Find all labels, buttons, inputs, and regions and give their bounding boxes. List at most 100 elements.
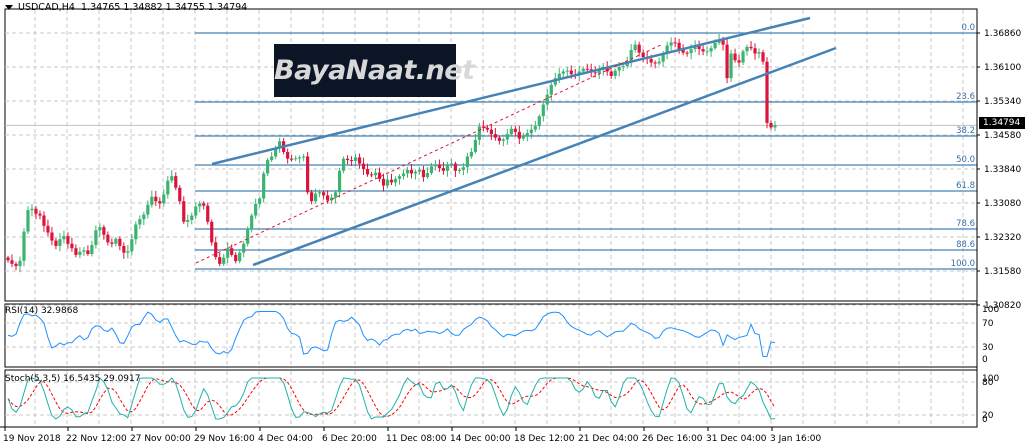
- candle-body: [409, 169, 414, 174]
- candle-body: [321, 192, 326, 196]
- stoch-axis-label: 100: [982, 374, 999, 384]
- candle-body: [485, 127, 489, 130]
- candle-body: [6, 257, 10, 261]
- candle-body: [557, 73, 561, 79]
- candle-body: [613, 70, 617, 76]
- candle-body: [429, 166, 434, 174]
- candle-body: [369, 174, 374, 176]
- candle-body: [749, 46, 753, 49]
- candle-body: [669, 42, 673, 46]
- candle-body: [377, 172, 382, 179]
- stoch-axis-label: 0: [982, 415, 988, 425]
- candle-body: [605, 67, 609, 72]
- candle-body: [549, 84, 553, 95]
- candle-body: [425, 173, 430, 178]
- candle-body: [745, 46, 749, 52]
- candle-body: [341, 158, 346, 171]
- candle-body: [102, 227, 106, 235]
- fib-trend-line[interactable]: [195, 43, 664, 264]
- candle-body: [665, 45, 669, 54]
- candle-body: [298, 157, 302, 159]
- candle-body: [421, 169, 426, 178]
- main-panel-frame: [4, 8, 978, 302]
- candle-body: [505, 134, 509, 140]
- candle-body: [373, 172, 378, 176]
- candle-body: [361, 163, 366, 169]
- rsi-axis-label: 100: [982, 305, 999, 315]
- candle-body: [222, 257, 226, 264]
- time-axis-label: 6 Dec 20:00: [322, 434, 377, 444]
- time-axis-label: 19 Nov 2018: [3, 434, 61, 444]
- candle-body: [30, 208, 34, 211]
- candle-body: [146, 204, 150, 215]
- candle-body: [753, 48, 757, 54]
- candle-body: [621, 66, 625, 68]
- candle-body: [74, 248, 78, 255]
- candle-body: [433, 164, 438, 167]
- candle-body: [733, 53, 737, 61]
- stoch-main-line: [7, 377, 776, 420]
- candle-body: [294, 158, 298, 160]
- candle-body: [66, 236, 70, 244]
- candle-body: [178, 187, 182, 202]
- fib-level-label: 88.6: [956, 240, 975, 250]
- candle-body: [38, 213, 42, 216]
- candle-body: [713, 42, 717, 49]
- candle-body: [226, 248, 230, 258]
- candle-body: [397, 176, 402, 179]
- stoch-axis-label: 20: [982, 411, 994, 421]
- candle-body: [565, 70, 569, 72]
- candle-body: [286, 152, 290, 159]
- candle-body: [62, 236, 66, 240]
- collapse-triangle-icon[interactable]: [5, 5, 13, 10]
- candle-body: [22, 231, 26, 261]
- candle-body: [637, 44, 641, 53]
- candle-body: [701, 49, 705, 52]
- fib-level-label: 0.0: [961, 23, 975, 33]
- candle-body: [729, 53, 733, 79]
- price-axis-label: 1.36100: [984, 63, 1021, 73]
- candle-body: [761, 52, 765, 62]
- fib-level-label: 61.8: [956, 181, 975, 191]
- channel-upper-line[interactable]: [211, 16, 811, 166]
- candle-body: [617, 67, 621, 71]
- candle-body: [174, 176, 178, 188]
- candle-body: [477, 126, 481, 140]
- candle-body: [26, 210, 30, 232]
- candle-body: [493, 134, 497, 138]
- candle-body: [405, 169, 410, 174]
- candle-body: [417, 169, 422, 172]
- candle-body: [126, 251, 130, 253]
- time-axis-label: 21 Dec 04:00: [578, 434, 639, 444]
- fib-level-label: 23.6: [956, 92, 975, 102]
- candle-body: [521, 135, 525, 139]
- candle-body: [313, 193, 318, 202]
- candle-body: [302, 156, 306, 158]
- candle-body: [110, 242, 114, 244]
- candle-body: [737, 60, 741, 63]
- stoch-panel-frame: [4, 369, 978, 428]
- fib-level-label: 50.0: [956, 155, 975, 165]
- candle-body: [246, 228, 250, 244]
- candle-body: [310, 192, 314, 202]
- candle-body: [325, 195, 330, 201]
- candle-body: [262, 173, 266, 199]
- channel-lower-line[interactable]: [252, 46, 837, 267]
- candle-body: [18, 260, 22, 267]
- candle-body: [413, 171, 418, 174]
- candle-body: [170, 176, 174, 181]
- candle-body: [465, 156, 470, 168]
- candle-body: [497, 137, 501, 141]
- candle-body: [561, 71, 565, 74]
- candle-body: [114, 238, 118, 244]
- rsi-line: [7, 311, 776, 357]
- candle-body: [333, 192, 338, 198]
- rsi-axis-label: 0: [982, 355, 988, 365]
- candle-body: [629, 50, 633, 63]
- candle-body: [401, 173, 406, 177]
- time-axis-label: 14 Dec 00:00: [450, 434, 511, 444]
- candle-body: [138, 219, 142, 225]
- candle-body: [653, 62, 657, 64]
- candle-body: [142, 214, 146, 220]
